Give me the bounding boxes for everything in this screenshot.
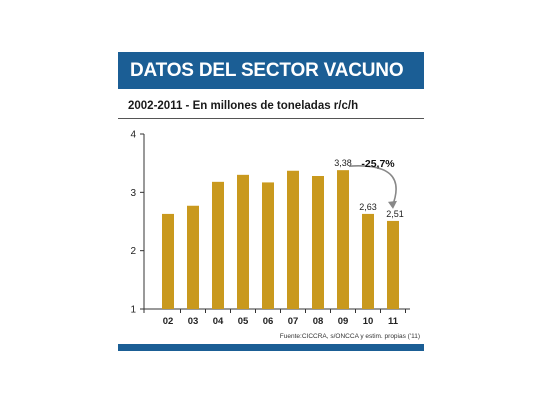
- chart-header: DATOS DEL SECTOR VACUNO: [118, 52, 424, 89]
- bar-11: [387, 220, 399, 309]
- subtitle-divider: [118, 118, 424, 119]
- bar-05: [237, 174, 249, 309]
- x-tick-label: 10: [363, 316, 374, 327]
- bar-09: [337, 170, 349, 309]
- x-tick-label: 06: [263, 316, 274, 327]
- x-tick-label: 07: [288, 316, 299, 327]
- data-label: 2,63: [359, 202, 377, 212]
- annotation-label: -25,7%: [361, 158, 395, 170]
- chart-title: DATOS DEL SECTOR VACUNO: [130, 60, 404, 81]
- bar-03: [187, 205, 199, 309]
- x-tick-label: 04: [213, 316, 224, 327]
- bar-07: [287, 170, 299, 309]
- y-tick-label: 1: [130, 305, 136, 316]
- x-tick-label: 08: [313, 316, 324, 327]
- y-tick-label: 2: [130, 246, 136, 257]
- footer-bar: [118, 344, 424, 351]
- chart-card: DATOS DEL SECTOR VACUNO 2002-2011 - En m…: [118, 52, 424, 352]
- bar-08: [312, 176, 324, 309]
- chart-subtitle: 2002-2011 - En millones de toneladas r/c…: [128, 100, 359, 112]
- data-label: 3,38: [334, 158, 352, 168]
- bar-10: [362, 213, 374, 309]
- bar-02: [162, 213, 174, 309]
- data-label: 2,51: [386, 209, 404, 219]
- x-tick-label: 11: [388, 316, 399, 327]
- bar-06: [262, 182, 274, 309]
- x-tick-label: 02: [163, 316, 174, 327]
- y-tick-label: 4: [130, 130, 136, 141]
- y-tick-label: 3: [130, 188, 136, 199]
- x-tick-label: 09: [338, 316, 349, 327]
- annotation-arrow: [348, 165, 397, 208]
- annotation-arrowhead: [388, 200, 397, 209]
- source-note: Fuente:CICCRA, s/ONCCA y estim. propias …: [279, 333, 420, 340]
- x-tick-label: 03: [188, 316, 199, 327]
- x-tick-label: 05: [238, 316, 249, 327]
- bar-chart: 1 2 3 4 02 03 04 05 06 07 08 09 10 11 3,38 2,63 2,51 -25,…: [130, 130, 410, 327]
- bar-04: [212, 181, 224, 309]
